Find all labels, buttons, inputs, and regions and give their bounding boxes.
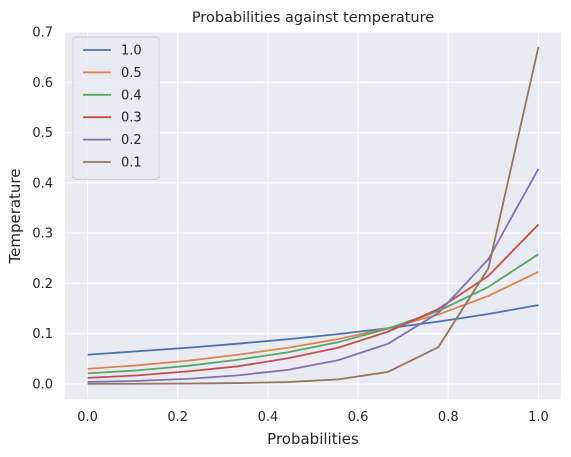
- series-line-0.2: [87, 168, 540, 383]
- x-axis-label: Probabilities: [267, 430, 359, 448]
- legend-label: 0.5: [121, 66, 142, 81]
- legend-label: 0.1: [121, 156, 142, 171]
- y-tick-label: 0.2: [32, 277, 53, 292]
- chart-title: Probabilities against temperature: [192, 10, 434, 26]
- series-lines: [87, 46, 540, 385]
- x-tick-labels: 0.0 0.2 0.4 0.6 0.8 1.0: [77, 410, 549, 425]
- series-line-0.4: [87, 253, 539, 375]
- y-tick-label: 0.0: [32, 377, 53, 392]
- legend-label: 0.2: [121, 133, 142, 148]
- y-tick-label: 0.5: [32, 126, 53, 141]
- x-tick-label: 0.0: [77, 410, 98, 425]
- legend-box: [72, 36, 160, 180]
- y-tick-label: 0.7: [32, 26, 53, 41]
- legend: 1.0 0.5 0.4 0.3 0.2 0.1: [72, 36, 160, 180]
- series-line-1.0: [87, 304, 539, 356]
- y-tick-label: 0.6: [32, 76, 53, 91]
- legend-label: 0.3: [121, 111, 142, 126]
- series-line-0.3: [87, 223, 540, 379]
- x-tick-label: 0.8: [438, 410, 459, 425]
- y-axis-label: Temperature: [6, 168, 24, 264]
- x-tick-label: 1.0: [528, 410, 549, 425]
- y-tick-label: 0.3: [32, 227, 53, 242]
- y-tick-label: 0.1: [32, 327, 53, 342]
- legend-label: 1.0: [121, 44, 142, 59]
- x-tick-label: 0.2: [167, 410, 188, 425]
- y-tick-label: 0.4: [32, 176, 53, 191]
- y-tick-labels: 0.0 0.1 0.2 0.3 0.4 0.5 0.6 0.7: [32, 26, 53, 393]
- series-line-0.1: [87, 46, 540, 385]
- x-tick-label: 0.4: [258, 410, 279, 425]
- series-line-0.5: [87, 270, 539, 370]
- x-tick-label: 0.6: [348, 410, 369, 425]
- legend-label: 0.4: [121, 88, 142, 103]
